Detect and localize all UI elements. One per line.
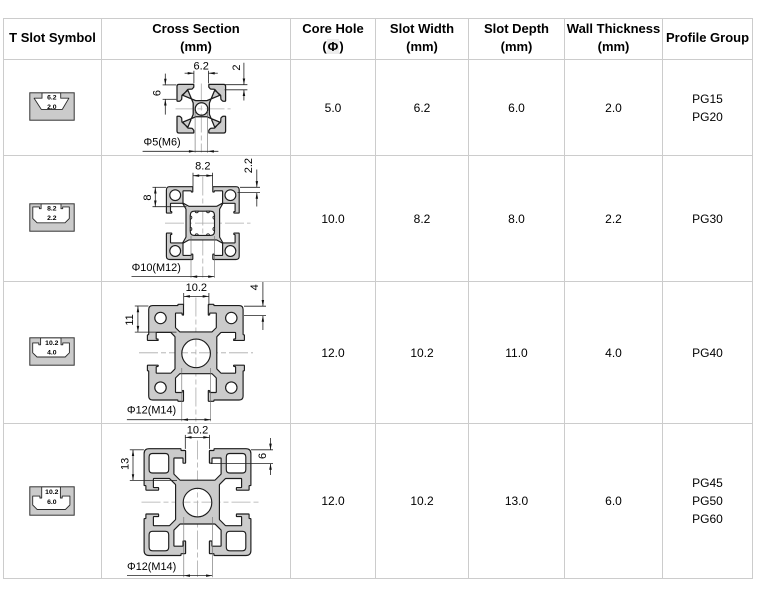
svg-text:11: 11 bbox=[124, 314, 136, 325]
svg-text:Φ5(M6): Φ5(M6) bbox=[144, 136, 181, 148]
svg-text:13: 13 bbox=[120, 458, 132, 470]
svg-text:Φ12(M14): Φ12(M14) bbox=[127, 561, 176, 573]
svg-text:10.2: 10.2 bbox=[187, 425, 208, 437]
svg-text:6: 6 bbox=[257, 453, 269, 459]
svg-text:2.0: 2.0 bbox=[47, 104, 57, 111]
svg-text:2.2: 2.2 bbox=[243, 158, 255, 173]
svg-text:8.2: 8.2 bbox=[47, 206, 57, 213]
svg-text:2.2: 2.2 bbox=[47, 215, 57, 222]
svg-text:8: 8 bbox=[142, 194, 154, 200]
svg-text:6.2: 6.2 bbox=[47, 94, 57, 101]
svg-text:4.0: 4.0 bbox=[47, 350, 57, 357]
svg-text:6: 6 bbox=[151, 90, 163, 96]
svg-text:Φ10(M12): Φ10(M12) bbox=[132, 262, 181, 274]
svg-text:Φ12(M14): Φ12(M14) bbox=[127, 404, 176, 416]
svg-text:4: 4 bbox=[249, 284, 261, 290]
svg-text:2: 2 bbox=[231, 64, 243, 70]
svg-text:6.2: 6.2 bbox=[194, 61, 209, 73]
svg-text:8.2: 8.2 bbox=[195, 160, 210, 172]
svg-text:10.2: 10.2 bbox=[45, 340, 58, 347]
svg-text:10.2: 10.2 bbox=[186, 282, 207, 294]
svg-text:10.2: 10.2 bbox=[45, 488, 58, 495]
svg-text:6.0: 6.0 bbox=[47, 498, 57, 505]
